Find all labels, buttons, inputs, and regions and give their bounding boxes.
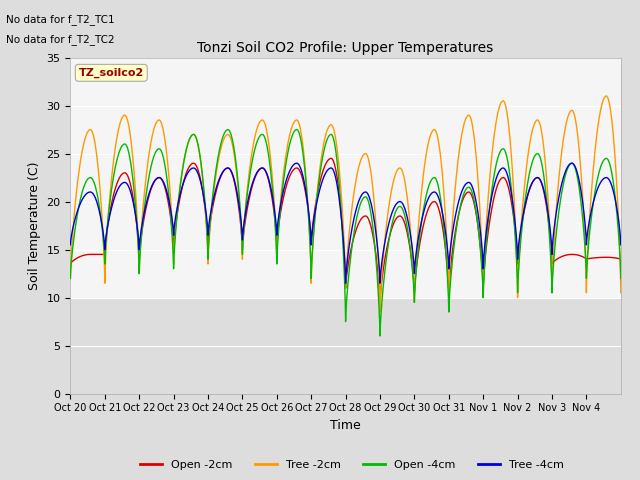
Legend: Open -2cm, Tree -2cm, Open -4cm, Tree -4cm: Open -2cm, Tree -2cm, Open -4cm, Tree -4… (136, 456, 568, 474)
Open -2cm (320, 165, 328, 170)
Open -4cm (376, 333, 384, 339)
Open -2cm (437, 217, 445, 223)
Tree -2cm (67, 276, 74, 281)
Tree -4cm (360, 190, 368, 195)
X-axis label: Time: Time (330, 419, 361, 432)
Tree -2cm (437, 156, 445, 162)
Open -2cm (376, 300, 384, 305)
Tree -2cm (81, 138, 88, 144)
Y-axis label: Soil Temperature (C): Soil Temperature (C) (28, 161, 41, 290)
Tree -4cm (286, 168, 294, 173)
Tree -2cm (286, 131, 294, 136)
Open -4cm (67, 276, 74, 281)
Text: No data for f_T2_TC1: No data for f_T2_TC1 (6, 14, 115, 25)
Text: No data for f_T2_TC2: No data for f_T2_TC2 (6, 34, 115, 45)
Tree -4cm (81, 193, 88, 199)
Tree -4cm (617, 242, 625, 248)
Open -4cm (437, 201, 445, 207)
Open -2cm (286, 173, 294, 179)
Line: Open -2cm: Open -2cm (70, 158, 621, 302)
Open -2cm (328, 156, 335, 161)
Tree -4cm (321, 173, 328, 179)
Open -2cm (409, 269, 417, 275)
Tree -2cm (603, 93, 611, 99)
Open -4cm (617, 276, 625, 281)
Title: Tonzi Soil CO2 Profile: Upper Temperatures: Tonzi Soil CO2 Profile: Upper Temperatur… (198, 41, 493, 55)
Tree -4cm (293, 160, 301, 166)
Tree -2cm (617, 290, 625, 296)
Line: Open -4cm: Open -4cm (70, 130, 621, 336)
Tree -4cm (342, 280, 349, 286)
Open -2cm (360, 214, 368, 219)
Tree -4cm (437, 204, 445, 210)
Line: Tree -2cm: Tree -2cm (70, 96, 621, 312)
Tree -2cm (376, 309, 384, 315)
Tree -4cm (67, 242, 74, 248)
Open -2cm (617, 256, 625, 262)
Tree -4cm (409, 251, 417, 257)
Open -4cm (81, 182, 88, 188)
Open -2cm (81, 252, 88, 258)
Bar (70, 58, 621, 298)
Tree -2cm (320, 139, 328, 145)
Open -4cm (321, 145, 328, 151)
Open -2cm (67, 261, 74, 267)
Text: TZ_soilco2: TZ_soilco2 (79, 68, 144, 78)
Open -4cm (360, 195, 368, 201)
Tree -2cm (409, 257, 417, 263)
Open -4cm (409, 274, 417, 279)
Open -4cm (287, 138, 294, 144)
Line: Tree -4cm: Tree -4cm (70, 163, 621, 283)
Open -4cm (224, 127, 232, 132)
Tree -2cm (360, 152, 367, 158)
